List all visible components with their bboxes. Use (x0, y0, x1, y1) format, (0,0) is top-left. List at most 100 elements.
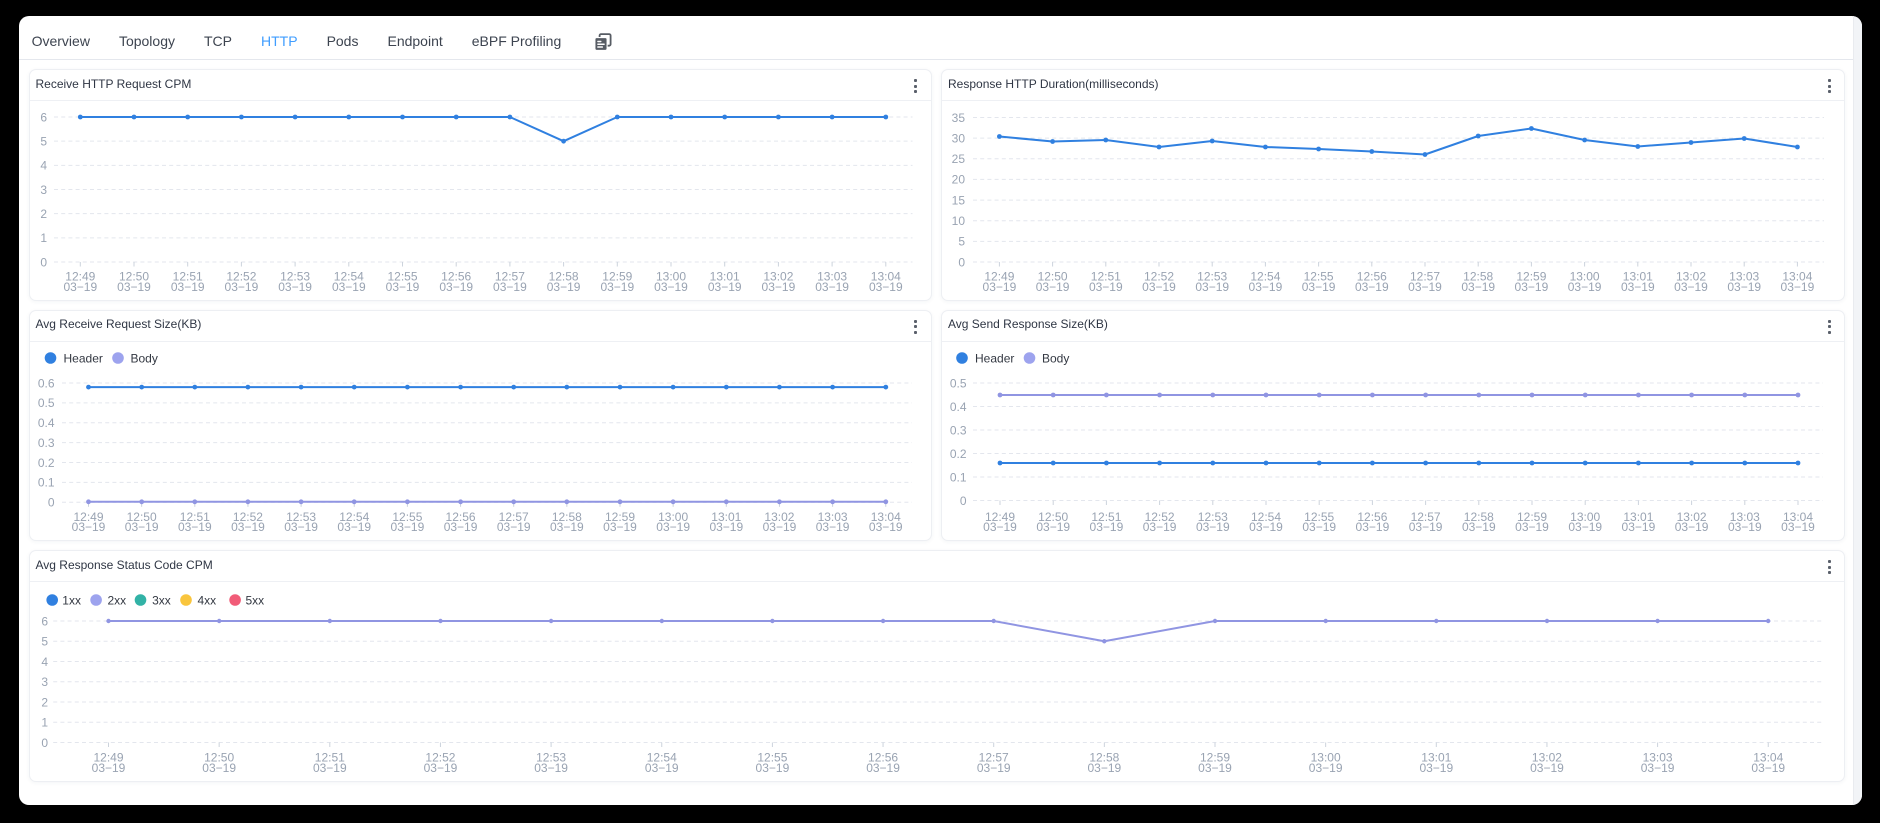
svg-text:0.3: 0.3 (950, 423, 967, 437)
svg-text:6: 6 (40, 110, 47, 124)
svg-text:03−19: 03−19 (231, 520, 265, 534)
svg-text:03−19: 03−19 (549, 520, 583, 534)
svg-text:12:51: 12:51 (179, 510, 209, 524)
svg-text:13:03: 13:03 (817, 270, 847, 284)
svg-text:12:51: 12:51 (314, 751, 344, 765)
svg-text:4xx: 4xx (197, 593, 216, 607)
svg-text:13:00: 13:00 (1310, 751, 1340, 765)
svg-text:03−19: 03−19 (603, 520, 637, 534)
svg-text:1: 1 (40, 231, 47, 245)
svg-text:0: 0 (47, 495, 54, 509)
svg-text:13:01: 13:01 (1421, 751, 1451, 765)
svg-text:03−19: 03−19 (1781, 520, 1815, 534)
svg-text:12:51: 12:51 (172, 270, 202, 284)
svg-text:20: 20 (952, 173, 966, 187)
svg-text:03−19: 03−19 (1515, 280, 1549, 294)
svg-text:03−19: 03−19 (1036, 280, 1070, 294)
svg-text:13:04: 13:04 (1783, 510, 1813, 524)
svg-text:03−19: 03−19 (284, 520, 318, 534)
svg-text:12:59: 12:59 (1517, 510, 1547, 524)
svg-text:13:00: 13:00 (1570, 270, 1600, 284)
svg-text:03−19: 03−19 (656, 520, 690, 534)
svg-text:0: 0 (40, 255, 47, 269)
svg-text:03−19: 03−19 (762, 520, 796, 534)
svg-text:13:03: 13:03 (1729, 270, 1759, 284)
svg-text:12:50: 12:50 (126, 510, 156, 524)
svg-text:03−19: 03−19 (1355, 280, 1389, 294)
svg-text:12:56: 12:56 (1357, 510, 1387, 524)
svg-text:03−19: 03−19 (337, 520, 371, 534)
svg-text:13:00: 13:00 (655, 270, 685, 284)
svg-text:13:01: 13:01 (1623, 270, 1653, 284)
svg-text:12:59: 12:59 (1199, 751, 1229, 765)
svg-text:03−19: 03−19 (1087, 761, 1121, 775)
svg-text:03−19: 03−19 (423, 761, 457, 775)
svg-text:30: 30 (952, 131, 966, 145)
svg-text:Header: Header (63, 351, 102, 365)
svg-text:12:59: 12:59 (604, 510, 634, 524)
svg-text:12:59: 12:59 (1516, 270, 1546, 284)
svg-text:03−19: 03−19 (1640, 761, 1674, 775)
svg-text:Header: Header (975, 351, 1014, 365)
svg-text:12:56: 12:56 (441, 270, 471, 284)
svg-text:03−19: 03−19 (1409, 520, 1443, 534)
svg-text:12:50: 12:50 (204, 751, 234, 765)
svg-text:03−19: 03−19 (534, 761, 568, 775)
svg-text:12:50: 12:50 (1038, 270, 1068, 284)
svg-text:03−19: 03−19 (493, 280, 527, 294)
svg-text:03−19: 03−19 (312, 761, 346, 775)
svg-text:03−19: 03−19 (1419, 761, 1453, 775)
svg-text:03−19: 03−19 (170, 280, 204, 294)
svg-text:13:02: 13:02 (1676, 270, 1706, 284)
svg-text:12:56: 12:56 (868, 751, 898, 765)
svg-text:13:02: 13:02 (1531, 751, 1561, 765)
svg-text:Body: Body (1042, 351, 1069, 365)
svg-text:03−19: 03−19 (63, 280, 97, 294)
svg-text:03−19: 03−19 (1751, 761, 1785, 775)
svg-text:0.1: 0.1 (950, 470, 967, 484)
svg-text:12:50: 12:50 (1038, 510, 1068, 524)
svg-text:13:03: 13:03 (1642, 751, 1672, 765)
svg-text:03−19: 03−19 (385, 280, 419, 294)
svg-text:03−19: 03−19 (1568, 520, 1602, 534)
svg-text:13:04: 13:04 (870, 510, 900, 524)
svg-text:12:52: 12:52 (1144, 270, 1174, 284)
svg-text:13:04: 13:04 (1753, 751, 1783, 765)
svg-text:03−19: 03−19 (1249, 520, 1283, 534)
svg-text:5: 5 (41, 635, 48, 649)
svg-text:2: 2 (41, 695, 48, 709)
svg-text:03−19: 03−19 (866, 761, 900, 775)
svg-text:12:59: 12:59 (602, 270, 632, 284)
svg-text:13:02: 13:02 (764, 510, 794, 524)
svg-text:03−19: 03−19 (1568, 280, 1602, 294)
svg-text:03−19: 03−19 (1408, 280, 1442, 294)
svg-text:03−19: 03−19 (600, 280, 634, 294)
svg-text:03−19: 03−19 (983, 520, 1017, 534)
svg-text:03−19: 03−19 (1674, 280, 1708, 294)
svg-text:0.2: 0.2 (37, 455, 54, 469)
svg-text:12:55: 12:55 (387, 270, 417, 284)
svg-text:03−19: 03−19 (1195, 280, 1229, 294)
svg-text:Body: Body (130, 351, 157, 365)
svg-text:03−19: 03−19 (71, 520, 105, 534)
svg-text:13:02: 13:02 (1677, 510, 1707, 524)
svg-text:13:00: 13:00 (1570, 510, 1600, 524)
svg-text:03−19: 03−19 (1728, 520, 1762, 534)
svg-text:12:58: 12:58 (1089, 751, 1119, 765)
svg-text:12:52: 12:52 (1145, 510, 1175, 524)
svg-text:03−19: 03−19 (1089, 280, 1123, 294)
svg-text:03−19: 03−19 (1036, 520, 1070, 534)
svg-text:13:03: 13:03 (817, 510, 847, 524)
svg-text:03−19: 03−19 (644, 761, 678, 775)
svg-text:12:49: 12:49 (73, 510, 103, 524)
svg-text:12:52: 12:52 (425, 751, 455, 765)
svg-text:10: 10 (952, 214, 966, 228)
svg-text:12:53: 12:53 (1197, 270, 1227, 284)
svg-text:12:58: 12:58 (548, 270, 578, 284)
svg-text:13:00: 13:00 (658, 510, 688, 524)
svg-text:03−19: 03−19 (1198, 761, 1232, 775)
svg-text:03−19: 03−19 (868, 280, 902, 294)
svg-text:03−19: 03−19 (91, 761, 125, 775)
svg-text:12:57: 12:57 (978, 751, 1008, 765)
svg-text:1: 1 (41, 716, 48, 730)
